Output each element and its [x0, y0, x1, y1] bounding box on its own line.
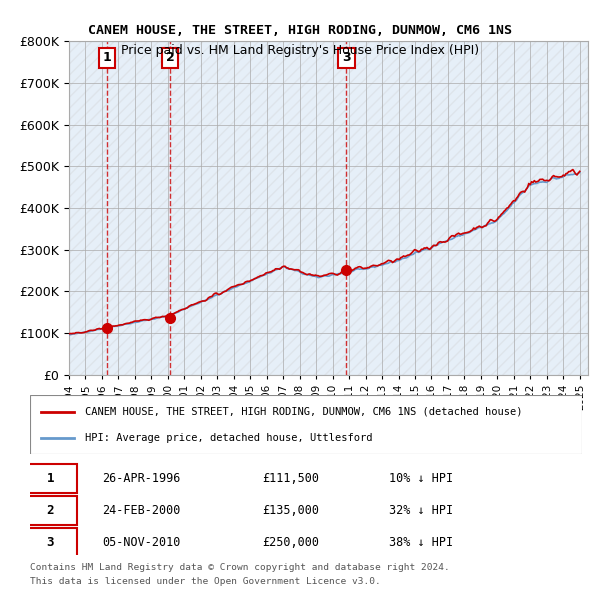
Text: CANEM HOUSE, THE STREET, HIGH RODING, DUNMOW, CM6 1NS: CANEM HOUSE, THE STREET, HIGH RODING, DU… — [88, 24, 512, 37]
Text: 05-NOV-2010: 05-NOV-2010 — [102, 536, 180, 549]
Text: 24-FEB-2000: 24-FEB-2000 — [102, 504, 180, 517]
FancyBboxPatch shape — [25, 528, 77, 558]
FancyBboxPatch shape — [25, 496, 77, 526]
Text: HPI: Average price, detached house, Uttlesford: HPI: Average price, detached house, Uttl… — [85, 433, 373, 442]
FancyBboxPatch shape — [25, 464, 77, 493]
Text: £111,500: £111,500 — [262, 472, 319, 485]
Text: 38% ↓ HPI: 38% ↓ HPI — [389, 536, 453, 549]
Text: 1: 1 — [47, 472, 54, 485]
Text: This data is licensed under the Open Government Licence v3.0.: This data is licensed under the Open Gov… — [30, 577, 381, 586]
Text: 2: 2 — [166, 51, 175, 64]
Text: 32% ↓ HPI: 32% ↓ HPI — [389, 504, 453, 517]
Text: £250,000: £250,000 — [262, 536, 319, 549]
Text: £135,000: £135,000 — [262, 504, 319, 517]
Text: CANEM HOUSE, THE STREET, HIGH RODING, DUNMOW, CM6 1NS (detached house): CANEM HOUSE, THE STREET, HIGH RODING, DU… — [85, 407, 523, 417]
Text: 26-APR-1996: 26-APR-1996 — [102, 472, 180, 485]
Text: 3: 3 — [342, 51, 351, 64]
Text: 3: 3 — [47, 536, 54, 549]
Text: 2: 2 — [47, 504, 54, 517]
Text: Contains HM Land Registry data © Crown copyright and database right 2024.: Contains HM Land Registry data © Crown c… — [30, 563, 450, 572]
FancyBboxPatch shape — [30, 395, 582, 454]
Text: Price paid vs. HM Land Registry's House Price Index (HPI): Price paid vs. HM Land Registry's House … — [121, 44, 479, 57]
Text: 1: 1 — [103, 51, 112, 64]
Text: 10% ↓ HPI: 10% ↓ HPI — [389, 472, 453, 485]
